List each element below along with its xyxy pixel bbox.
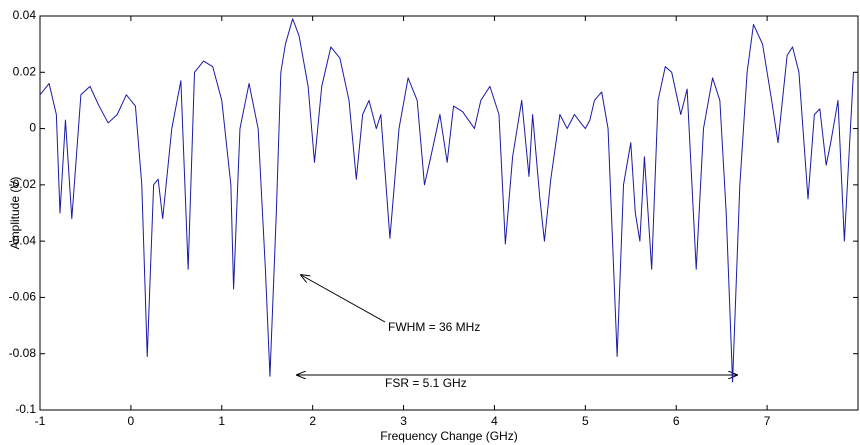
x-tick-label: 4	[491, 414, 498, 428]
y-tick-label: -0.02	[9, 177, 37, 191]
data-line	[39, 18, 854, 383]
annotation: FWHM = 36 MHz	[388, 320, 480, 334]
fwhm-arrow	[301, 275, 386, 323]
y-tick-label: 0.04	[13, 8, 37, 22]
y-axis-label: Amplitude (V)	[8, 177, 22, 250]
x-tick-label: -1	[35, 414, 46, 428]
annotation: FSR = 5.1 GHz	[385, 376, 467, 390]
plot-frame	[39, 15, 859, 411]
x-tick-label: 0	[128, 414, 135, 428]
x-tick-label: 2	[309, 414, 316, 428]
y-tick-label: -0.06	[9, 290, 37, 304]
y-tick-label: -0.08	[9, 346, 37, 360]
x-axis-label: Frequency Change (GHz)	[380, 429, 517, 443]
x-tick-label: 1	[218, 414, 225, 428]
x-tick-label: 7	[764, 414, 771, 428]
x-tick-label: 6	[673, 414, 680, 428]
y-tick-label: -0.1	[15, 402, 36, 416]
y-tick-label: 0	[29, 121, 36, 135]
y-tick-label: 0.02	[13, 64, 37, 78]
x-tick-label: 5	[582, 414, 589, 428]
y-tick-label: -0.04	[9, 233, 37, 247]
x-tick-label: 3	[400, 414, 407, 428]
